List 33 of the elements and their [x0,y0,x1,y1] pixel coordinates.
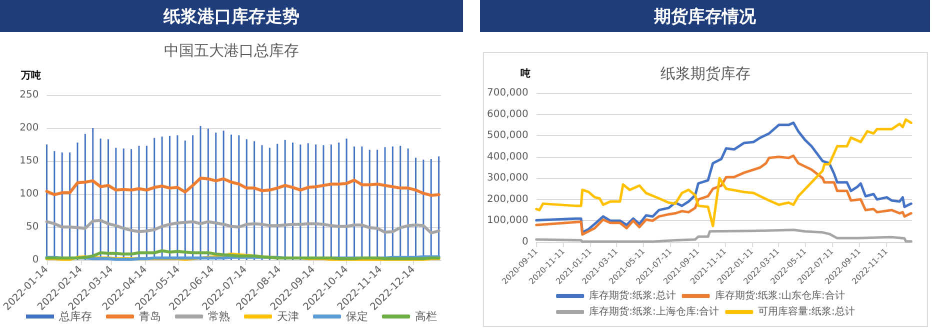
y-tick-label: 0 [522,236,528,248]
legend-label: 天津 [277,310,299,323]
chart-subtitle: 纸浆期货库存 [660,64,750,82]
legend-label: 库存期货:纸浆:总计 [589,290,676,302]
legend-label: 可用库容量:纸浆:总计 [758,306,855,318]
legend-label: 库存期货:纸浆:山东仓库:合计 [714,290,845,302]
legend-label: 保定 [346,310,368,323]
legend-label: 青岛 [139,310,161,323]
line-series [45,218,440,234]
legend-label: 库存期货:纸浆:上海仓库:合计 [589,306,720,318]
y-tick-label: 200,000 [486,194,528,205]
y-tick-label: 0 [32,254,39,266]
y-tick-label: 300,000 [486,172,528,184]
line-series [535,154,912,236]
y-tick-label: 700,000 [486,88,528,98]
chart-title: 期货库存情况 [480,0,930,32]
line-series [45,176,440,197]
y-axis-title: 吨 [520,68,530,80]
y-tick-label: 150 [20,156,39,166]
y-axis-title: 万吨 [20,70,41,82]
chart-subtitle: 中国五大港口总库存 [164,42,299,60]
y-tick-label: 50 [26,222,39,232]
chart-title: 纸浆港口库存走势 [0,0,463,32]
y-tick-label: 250 [20,90,39,100]
legend-label: 常熟 [208,310,230,323]
y-tick-label: 200 [20,122,39,134]
legend-label: 高栏 [415,310,437,323]
y-tick-label: 500,000 [486,130,528,142]
y-tick-label: 600,000 [486,108,528,120]
y-tick-label: 100,000 [486,215,528,226]
legend-label: 总库存 [58,310,92,323]
y-tick-label: 100 [20,188,39,200]
y-tick-label: 400,000 [486,151,528,162]
